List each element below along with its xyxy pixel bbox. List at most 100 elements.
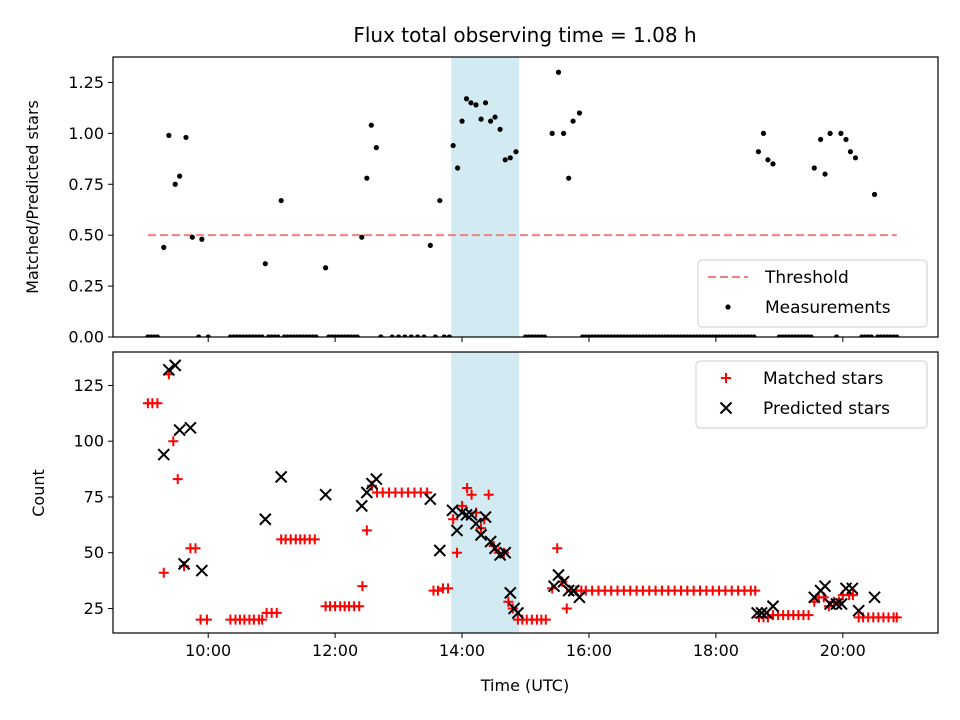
legend-label: Matched stars [763,369,883,389]
measurements-point [755,149,762,155]
measurements-point [395,334,402,337]
legend-marker [725,304,731,310]
measurements-point [313,334,319,337]
matched-stars-point [257,614,268,625]
predicted-stars-point [766,600,780,613]
predicted-stars-point [319,488,332,501]
matched-stars-point [448,514,459,525]
measurements-point [359,234,365,240]
top-y-tick-label: 0.50 [68,226,104,245]
measurements-point [402,334,408,337]
top-y-axis-label: Matched/Predicted stars [23,100,42,294]
predicted-stars-point [424,492,437,506]
predicted-stars-point [162,363,176,377]
x-tick-label: 16:00 [566,641,612,660]
predicted-stars-point [498,546,512,559]
measurements-point [822,171,828,177]
predicted-stars-point [195,564,209,577]
top-highlight-span [451,57,520,337]
top-axes-frame [112,56,939,338]
top-y-tick-label: 0.75 [68,175,104,194]
bottom-y-tick-label: 100 [73,432,104,451]
measurements-point [322,265,329,271]
measurements-point [389,334,395,337]
predicted-stars-point [177,557,191,571]
legend-marker [721,373,731,383]
predicted-stars-point [755,606,768,620]
measurements-point [172,181,178,187]
top-y-tick-label: 1.00 [68,124,104,143]
matched-stars-point [443,583,454,594]
predicted-stars-point [573,591,586,604]
predicted-stars-point [511,606,525,620]
legend-box [695,360,928,429]
measurements-point [199,236,205,242]
measurements-point [868,334,874,337]
measurements-point [446,334,452,337]
matched-stars-point [561,603,572,614]
measurements-point [364,175,370,181]
legend-label: Threshold [764,268,849,288]
matched-stars-point [361,525,372,536]
measurements-point [487,118,494,124]
measurements-point [196,334,202,337]
matched-stars-point [172,474,183,485]
predicted-stars-point [446,504,459,517]
predicted-stars-point [465,508,478,522]
measurements-point [368,122,374,128]
measurements-point [751,334,757,337]
measurements-point [843,136,849,143]
bottom-y-tick-label: 25 [84,599,104,618]
predicted-stars-point [750,606,764,620]
legend-label: Measurements [765,298,891,318]
x-tick-label: 14:00 [439,641,485,660]
measurements-point [833,334,840,337]
measurements-point [847,149,854,155]
matched-stars-point [357,581,368,592]
measurements-point [507,155,513,161]
measurements-point [354,334,360,337]
legend-marker [719,401,733,415]
matched-stars-point [190,543,201,554]
measurements-point [871,191,878,198]
measurements-point [827,130,833,136]
matched-stars-point [891,612,902,623]
predicted-stars-point [504,586,517,600]
measurements-point [817,136,824,143]
chart-title: Flux total observing time = 1.08 h [353,23,696,47]
measurements-point [852,155,859,161]
measurements-point [275,334,281,337]
predicted-stars-point [547,579,561,593]
matched-stars-point [271,607,282,618]
measurements-point [259,334,265,337]
measurements-point [415,334,421,337]
measurements-point [441,334,447,337]
predicted-stars-point [157,448,170,461]
matched-stars-point [466,489,477,500]
measurements-point [541,334,548,337]
matched-stars-point [158,567,169,578]
measurements-point [205,334,211,337]
predicted-stars-point [259,513,272,526]
predicted-stars-point [830,597,843,611]
matched-stars-point [152,398,163,409]
measurements-point [513,149,519,155]
measurements-point [560,130,567,136]
predicted-stars-point [173,423,186,437]
top-y-tick-label: 1.25 [68,73,104,92]
measurements-point [463,96,470,102]
matched-stars-point [451,547,462,558]
measurements-point [570,118,576,124]
matched-stars-point [354,601,365,612]
measurements-point [473,102,479,108]
measurements-point [808,334,814,337]
measurements-point [502,157,508,163]
predicted-stars-point [552,568,565,582]
measurements-point [770,161,776,167]
matched-stars-point [503,596,514,607]
x-tick-label: 12:00 [312,641,358,660]
matched-stars-point [750,585,761,596]
predicted-stars-point [852,604,865,617]
measurements-point [427,242,433,248]
